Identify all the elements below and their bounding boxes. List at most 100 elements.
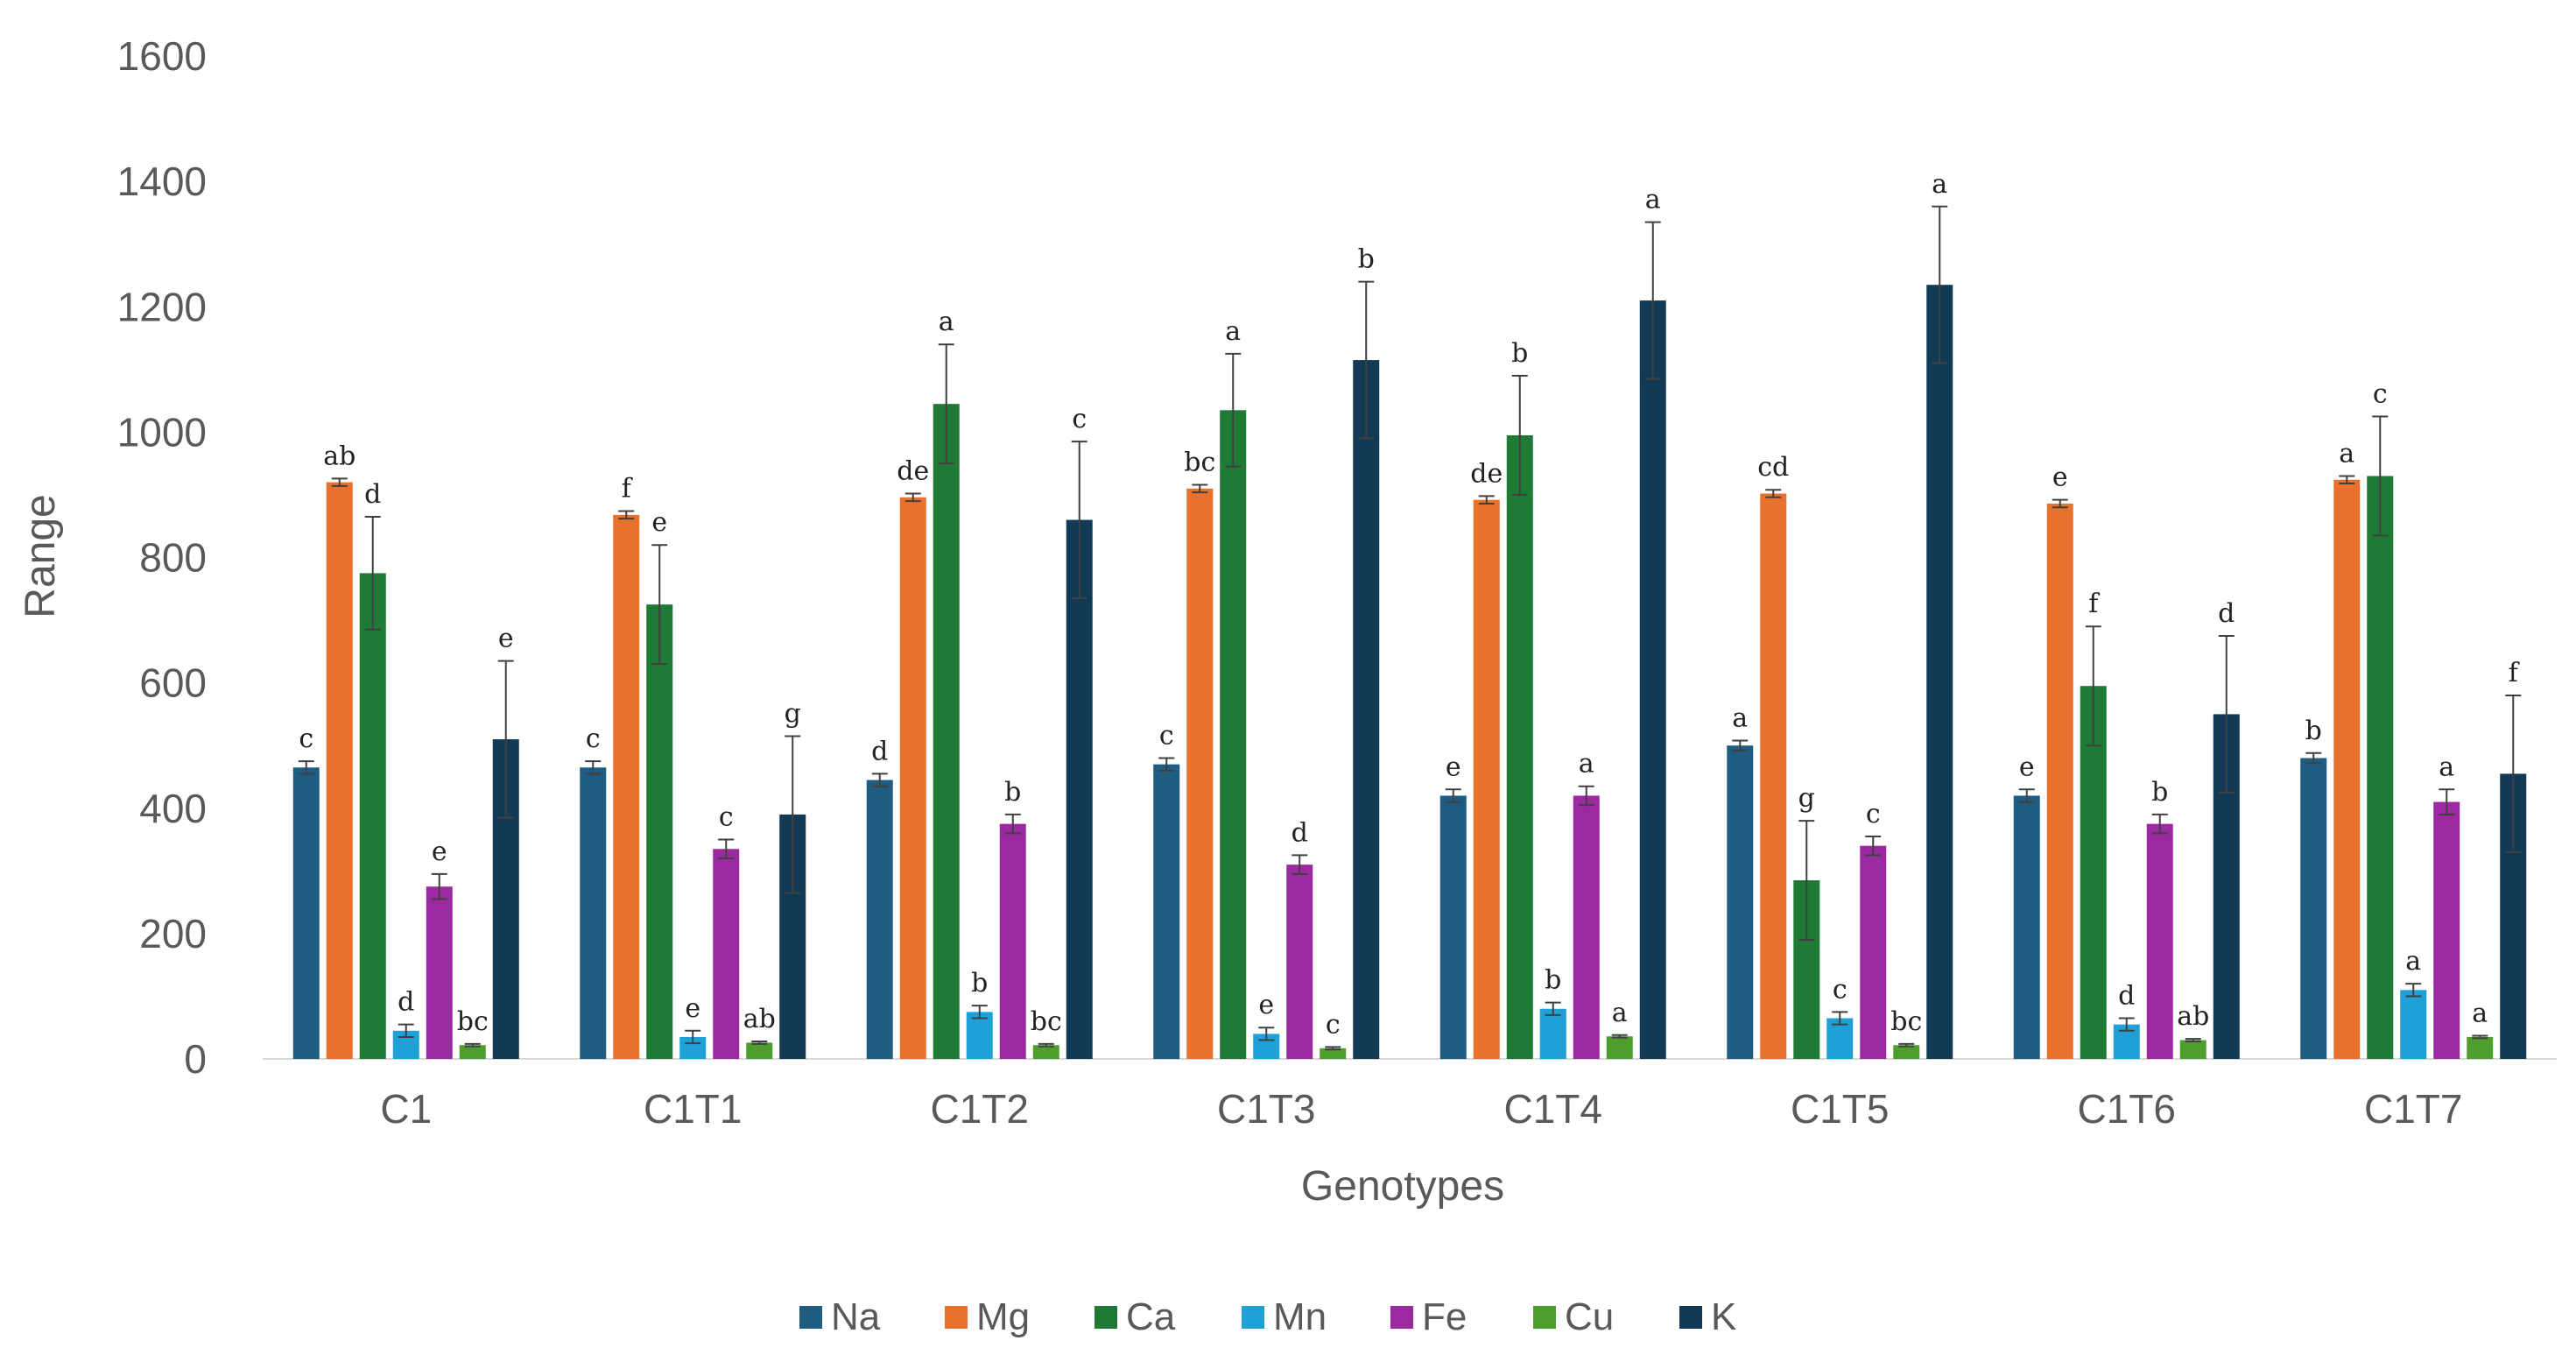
legend-swatch bbox=[1390, 1306, 1413, 1329]
significance-label: cd bbox=[1757, 452, 1789, 483]
y-tick-label: 1600 bbox=[117, 33, 207, 79]
bar-cu-c1t1 bbox=[746, 1042, 773, 1059]
error-bar bbox=[1478, 495, 1495, 505]
significance-label: a bbox=[2472, 999, 2488, 1029]
bar-ca-c1t4 bbox=[1506, 434, 1533, 1059]
y-tick-label: 1000 bbox=[117, 409, 207, 455]
error-bar bbox=[585, 760, 602, 775]
bar-fe-c1t2 bbox=[999, 823, 1026, 1059]
significance-label: f bbox=[2509, 658, 2520, 688]
significance-label: ab bbox=[323, 441, 355, 471]
error-bar bbox=[1511, 374, 1528, 496]
significance-label: c bbox=[2373, 378, 2388, 409]
significance-label: g bbox=[785, 698, 801, 729]
bar-fe-c1 bbox=[426, 886, 453, 1059]
bar-mg-c1t2 bbox=[899, 497, 926, 1059]
bar-mn-c1t4 bbox=[1539, 1008, 1566, 1059]
bar-cu-c1 bbox=[459, 1045, 486, 1059]
error-bar bbox=[2085, 625, 2101, 747]
bar-fe-c1t6 bbox=[2146, 823, 2173, 1059]
error-bar bbox=[1292, 854, 1308, 875]
significance-label: e bbox=[2052, 462, 2068, 493]
error-bar bbox=[1325, 1046, 1341, 1051]
significance-label: c bbox=[1866, 799, 1881, 829]
significance-label: de bbox=[1470, 458, 1503, 489]
error-bar bbox=[2018, 788, 2035, 803]
bar-mg-c1t7 bbox=[2333, 479, 2361, 1059]
significance-label: e bbox=[432, 836, 447, 867]
error-bar bbox=[1898, 1042, 1915, 1048]
y-tick-label: 1200 bbox=[117, 284, 207, 329]
error-bar bbox=[298, 760, 314, 775]
error-bar bbox=[1004, 813, 1021, 835]
significance-label: b bbox=[2305, 716, 2322, 746]
x-category-label: C1T6 bbox=[2078, 1086, 2176, 1132]
significance-label: d bbox=[871, 736, 888, 766]
significance-label: a bbox=[1579, 749, 1594, 780]
y-axis-title: Range bbox=[18, 494, 64, 617]
legend-swatch bbox=[1094, 1306, 1117, 1329]
legend-swatch bbox=[1533, 1306, 1556, 1329]
error-bar bbox=[904, 492, 921, 503]
error-bar bbox=[2305, 752, 2322, 765]
error-bar bbox=[1545, 1001, 1561, 1016]
x-category-label: C1T1 bbox=[644, 1086, 742, 1132]
y-tick-label: 600 bbox=[139, 660, 207, 706]
error-bar bbox=[1225, 352, 1242, 468]
error-bar bbox=[1644, 221, 1661, 380]
bar-fe-c1t3 bbox=[1286, 864, 1313, 1059]
significance-label: d bbox=[398, 987, 414, 1018]
significance-label: a bbox=[939, 307, 954, 337]
legend-item-fe: Fe bbox=[1390, 1295, 1467, 1338]
bar-na-c1t1 bbox=[580, 767, 607, 1059]
legend-swatch bbox=[945, 1306, 968, 1329]
significance-label: e bbox=[2019, 752, 2035, 782]
bar-fe-c1t4 bbox=[1573, 795, 1600, 1059]
significance-label: b bbox=[1545, 965, 1561, 996]
legend-swatch bbox=[799, 1306, 822, 1329]
y-tick-label: 0 bbox=[184, 1036, 207, 1082]
bar-k-c1t3 bbox=[1353, 360, 1380, 1059]
error-bar bbox=[1832, 1011, 1848, 1026]
legend-label: Mg bbox=[976, 1295, 1030, 1338]
bar-na-c1t3 bbox=[1153, 764, 1180, 1059]
x-category-label: C1T4 bbox=[1504, 1086, 1602, 1132]
error-bar bbox=[1158, 757, 1175, 772]
legend-label: Na bbox=[831, 1295, 881, 1338]
significance-label: bc bbox=[1890, 1006, 1922, 1037]
error-bar bbox=[497, 660, 514, 819]
significance-label: a bbox=[2339, 438, 2354, 469]
error-bar bbox=[2505, 694, 2522, 853]
legend-swatch bbox=[1242, 1306, 1264, 1329]
bar-ca-c1t7 bbox=[2367, 476, 2394, 1059]
significance-label: bc bbox=[1184, 447, 1215, 477]
bar-na-c1t7 bbox=[2300, 758, 2327, 1059]
error-bar bbox=[871, 773, 888, 787]
error-bar bbox=[785, 735, 801, 894]
error-bar bbox=[1932, 205, 1948, 364]
bar-na-c1 bbox=[292, 767, 320, 1059]
significance-label: a bbox=[1645, 185, 1661, 215]
bar-mg-c1t5 bbox=[1760, 493, 1787, 1059]
x-category-label: C1T3 bbox=[1217, 1086, 1315, 1132]
bar-fe-c1t7 bbox=[2433, 801, 2460, 1059]
significance-label: a bbox=[2439, 752, 2454, 782]
error-bar bbox=[1732, 739, 1749, 752]
y-tick-label: 1400 bbox=[117, 159, 207, 204]
bar-mg-c1t4 bbox=[1473, 499, 1500, 1059]
legend-item-mn: Mn bbox=[1242, 1295, 1327, 1338]
error-bar bbox=[1258, 1027, 1275, 1041]
significance-label: e bbox=[1258, 990, 1274, 1020]
bar-cu-c1t5 bbox=[1893, 1045, 1920, 1059]
error-bar bbox=[1578, 785, 1594, 807]
error-bar bbox=[1865, 835, 1882, 857]
legend-item-ca: Ca bbox=[1094, 1295, 1176, 1338]
significance-label: d bbox=[1292, 817, 1308, 848]
bar-mn-c1t2 bbox=[966, 1012, 993, 1059]
significance-label: g bbox=[1798, 783, 1815, 814]
significance-label: c bbox=[586, 723, 601, 754]
significance-label: d bbox=[2118, 980, 2135, 1011]
significance-label: f bbox=[2088, 589, 2100, 619]
error-bar bbox=[1798, 820, 1815, 942]
